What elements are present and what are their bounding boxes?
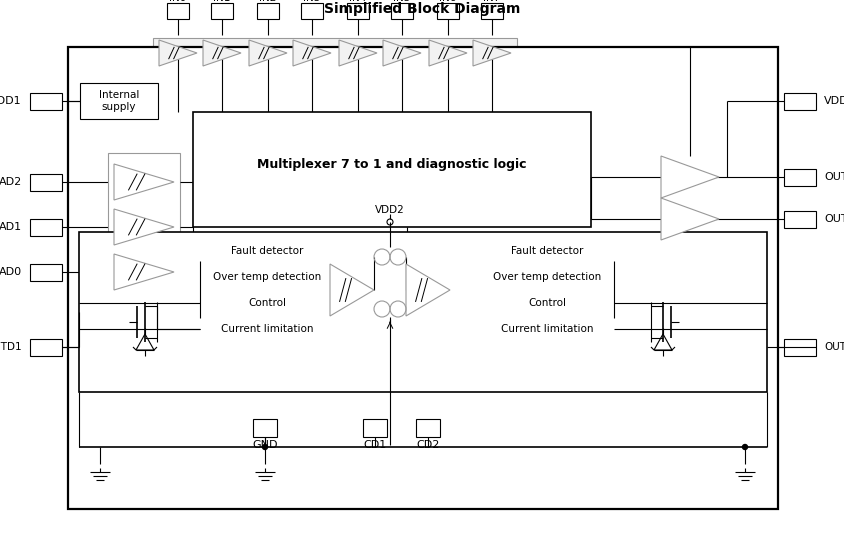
Bar [30,92,62,110]
Text: IN2: IN2 [259,0,277,3]
Bar [167,3,189,19]
Bar [30,339,62,355]
Bar [481,3,503,19]
Text: IN5: IN5 [393,0,411,3]
Circle shape [743,444,748,449]
Text: IN7: IN7 [484,0,500,3]
Text: AD1: AD1 [0,222,22,232]
Polygon shape [330,264,374,316]
Polygon shape [114,164,174,200]
Text: OUT7: OUT7 [824,172,844,182]
Bar [480,318,614,339]
Bar [200,240,334,261]
Text: IN0: IN0 [170,0,187,3]
Bar [30,173,62,190]
Bar [784,339,816,355]
Text: OUTD2: OUTD2 [824,342,844,352]
Bar [301,3,323,19]
Text: Internal
supply: Internal supply [99,90,139,112]
Bar [416,419,440,437]
Polygon shape [249,40,287,66]
Bar [480,240,614,261]
Bar [200,318,334,339]
Bar [79,232,767,392]
Text: VDD2: VDD2 [375,205,405,215]
Text: Current limitation: Current limitation [221,324,313,334]
Text: Control: Control [528,297,566,307]
Bar [200,292,334,313]
Text: AD0: AD0 [0,267,22,277]
Bar [200,266,334,287]
Text: Over temp detection: Over temp detection [493,271,601,281]
Bar [193,112,591,227]
Text: CD2: CD2 [416,440,440,450]
Polygon shape [293,40,331,66]
Polygon shape [406,264,450,316]
Polygon shape [159,40,197,66]
Bar [480,266,614,287]
Bar [784,92,816,110]
Text: VDD1: VDD1 [0,96,22,106]
Bar [784,169,816,185]
Text: GND: GND [252,440,278,450]
Text: IN3: IN3 [303,0,321,3]
Bar [108,153,180,281]
Text: Fault detector: Fault detector [511,246,583,256]
Polygon shape [429,40,467,66]
Polygon shape [339,40,377,66]
Bar [437,3,459,19]
Text: IN6: IN6 [440,0,457,3]
Text: IN4: IN4 [349,0,366,3]
Text: OUTD1: OUTD1 [0,342,22,352]
Bar [211,3,233,19]
Text: VDD2: VDD2 [824,96,844,106]
Text: AD2: AD2 [0,177,22,187]
Polygon shape [383,40,421,66]
Bar [480,292,614,313]
Text: Control: Control [248,297,286,307]
Polygon shape [661,198,719,240]
Bar [784,211,816,227]
Text: Over temp detection: Over temp detection [213,271,321,281]
Polygon shape [661,156,719,198]
Polygon shape [114,209,174,245]
Text: CD1: CD1 [364,440,387,450]
Text: Multiplexer 7 to 1 and diagnostic logic: Multiplexer 7 to 1 and diagnostic logic [257,158,527,171]
Bar [257,3,279,19]
Text: Simplified Block Diagram: Simplified Block Diagram [324,2,520,16]
Bar [253,419,277,437]
Bar [153,38,517,68]
Bar [30,263,62,281]
Polygon shape [203,40,241,66]
Bar [80,83,158,119]
Bar [68,47,778,509]
Text: OUT1: OUT1 [824,214,844,224]
Bar [391,3,413,19]
Text: IN1: IN1 [214,0,230,3]
Bar [30,218,62,236]
Polygon shape [114,254,174,290]
Bar [347,3,369,19]
Circle shape [262,444,268,449]
Polygon shape [473,40,511,66]
Text: Fault detector: Fault detector [230,246,303,256]
Text: Current limitation: Current limitation [500,324,593,334]
Bar [363,419,387,437]
